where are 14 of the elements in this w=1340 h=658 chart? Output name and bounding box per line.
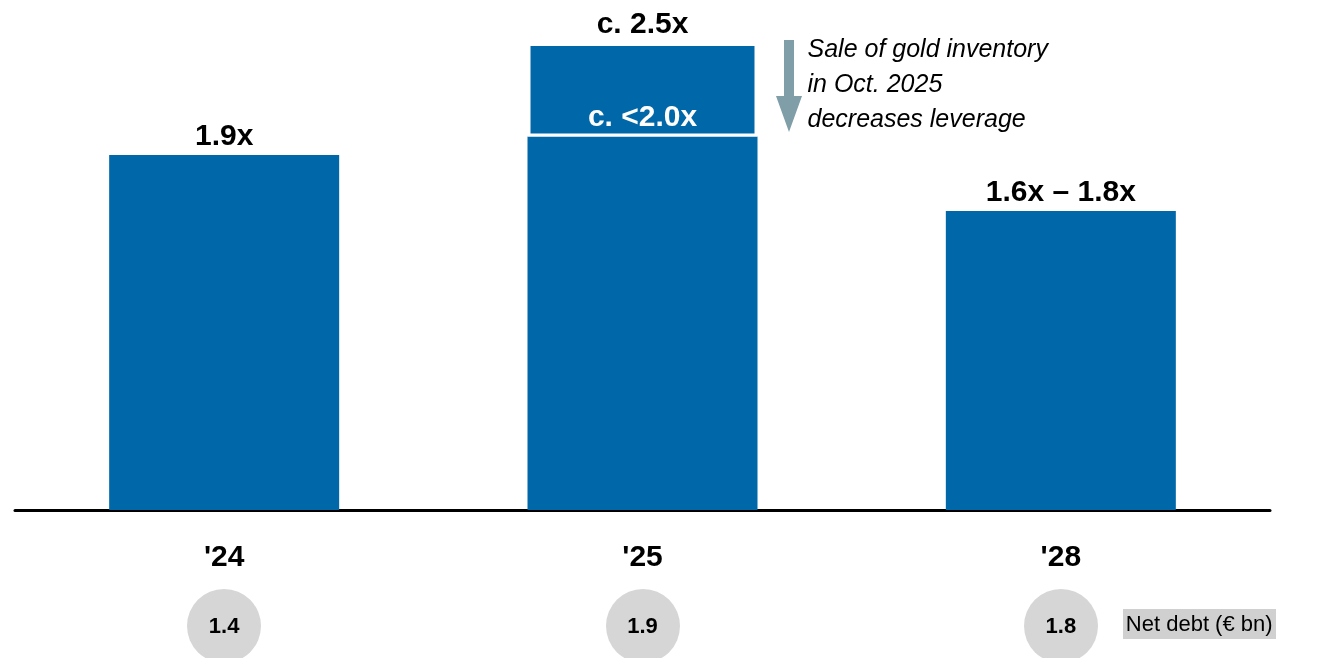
x-tick-label: '25 bbox=[622, 538, 663, 572]
bar bbox=[109, 155, 340, 510]
annotation: Sale of gold inventory in Oct. 2025 decreases leverage bbox=[807, 33, 1048, 134]
data-label: 1.9x bbox=[194, 117, 254, 151]
text: 1.9 bbox=[605, 589, 680, 658]
data-label: c. <2.0x bbox=[587, 98, 698, 132]
text: Net debt (€ bn) bbox=[1122, 609, 1276, 639]
text: 1.4 bbox=[187, 589, 262, 658]
x-tick-label: '24 bbox=[203, 538, 245, 572]
x-tick-label: '28 bbox=[1040, 538, 1082, 572]
total-label: c. 2.5x bbox=[596, 5, 689, 39]
data-label: 1.6x – 1.8x bbox=[985, 173, 1137, 207]
text: 1.8 bbox=[1023, 589, 1098, 658]
bar bbox=[945, 211, 1176, 510]
